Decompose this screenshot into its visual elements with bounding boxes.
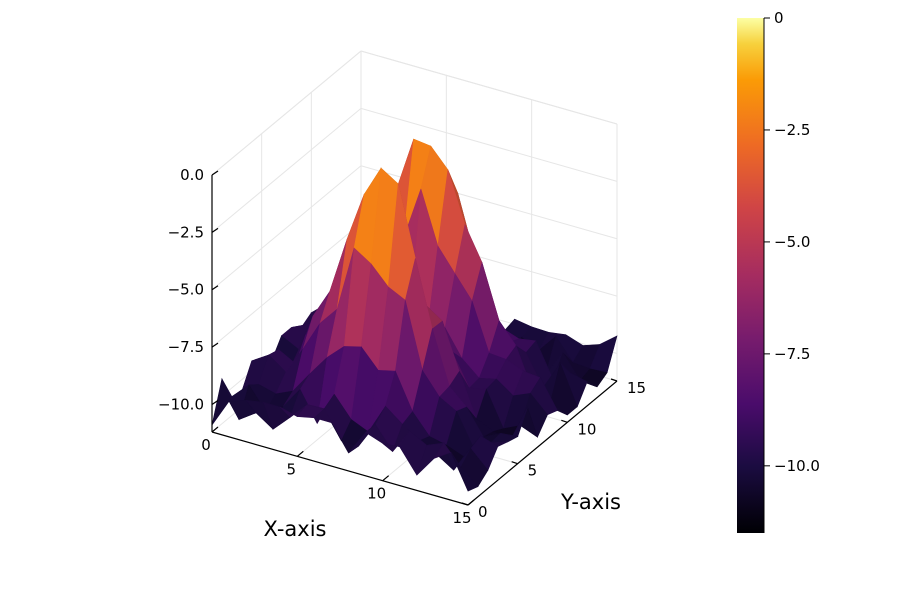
y-tick-mark-2 xyxy=(561,419,568,423)
axes: 0 5 10 15 0 5 10 15 0.0 −2.5 −5.0 −7.5 −10.0 xyxy=(158,166,646,527)
x-tick-label-3: 15 xyxy=(452,509,471,527)
y-axis-line xyxy=(467,380,618,506)
z-tick-mark-3 xyxy=(211,342,219,348)
x-tick-label-2: 10 xyxy=(367,485,386,503)
z-tick-mark-0 xyxy=(211,170,219,176)
y-tick-label-3: 15 xyxy=(627,379,646,397)
z-tick-label-2: −5.0 xyxy=(168,281,204,299)
y-tick-mark-3 xyxy=(610,378,618,382)
colorbar: 0 −2.5 −5.0 −7.5 −10.0 xyxy=(737,9,820,533)
grid-line-z-back-1 xyxy=(360,107,618,182)
y-tick-label-2: 10 xyxy=(577,420,596,438)
z-tick-label-4: −10.0 xyxy=(158,395,204,413)
grid-line-z-left-2 xyxy=(211,165,362,291)
z-tick-label-1: −2.5 xyxy=(168,223,204,241)
colorbar-tick-label-2: −5.0 xyxy=(774,233,810,251)
z-tick-label-0: 0.0 xyxy=(180,166,204,184)
colorbar-tick-label-0: 0 xyxy=(774,9,784,27)
y-axis-label: Y-axis xyxy=(560,490,621,514)
colorbar-tick-label-4: −10.0 xyxy=(774,457,820,475)
colorbar-tick-label-3: −7.5 xyxy=(774,345,810,363)
y-tick-label-0: 0 xyxy=(478,503,488,521)
x-tick-mark-0 xyxy=(211,426,219,433)
x-tick-mark-1 xyxy=(296,450,304,457)
x-tick-mark-3 xyxy=(467,499,475,506)
grid-line-z-left-1 xyxy=(211,107,362,233)
colorbar-gradient xyxy=(737,18,764,533)
y-tick-mark-1 xyxy=(511,461,518,465)
z-tick-mark-2 xyxy=(211,285,219,291)
y-tick-mark-0 xyxy=(461,502,469,506)
z-tick-mark-4 xyxy=(211,399,219,405)
z-tick-label-3: −7.5 xyxy=(168,338,204,356)
x-axis-label: X-axis xyxy=(264,517,327,541)
surface-patch-14-0 xyxy=(450,452,479,492)
x-tick-mark-2 xyxy=(382,475,390,482)
x-tick-label-0: 0 xyxy=(201,436,211,454)
surface-plot xyxy=(211,138,618,492)
grid-line-top-back xyxy=(360,50,618,125)
grid-line-top-left xyxy=(211,50,362,176)
z-tick-mark-1 xyxy=(211,227,219,233)
x-axis-line xyxy=(211,431,469,506)
colorbar-tick-label-1: −2.5 xyxy=(774,121,810,139)
grid-line-z-left-3 xyxy=(211,222,362,348)
x-tick-label-1: 5 xyxy=(287,460,297,478)
y-tick-label-1: 5 xyxy=(528,462,538,480)
